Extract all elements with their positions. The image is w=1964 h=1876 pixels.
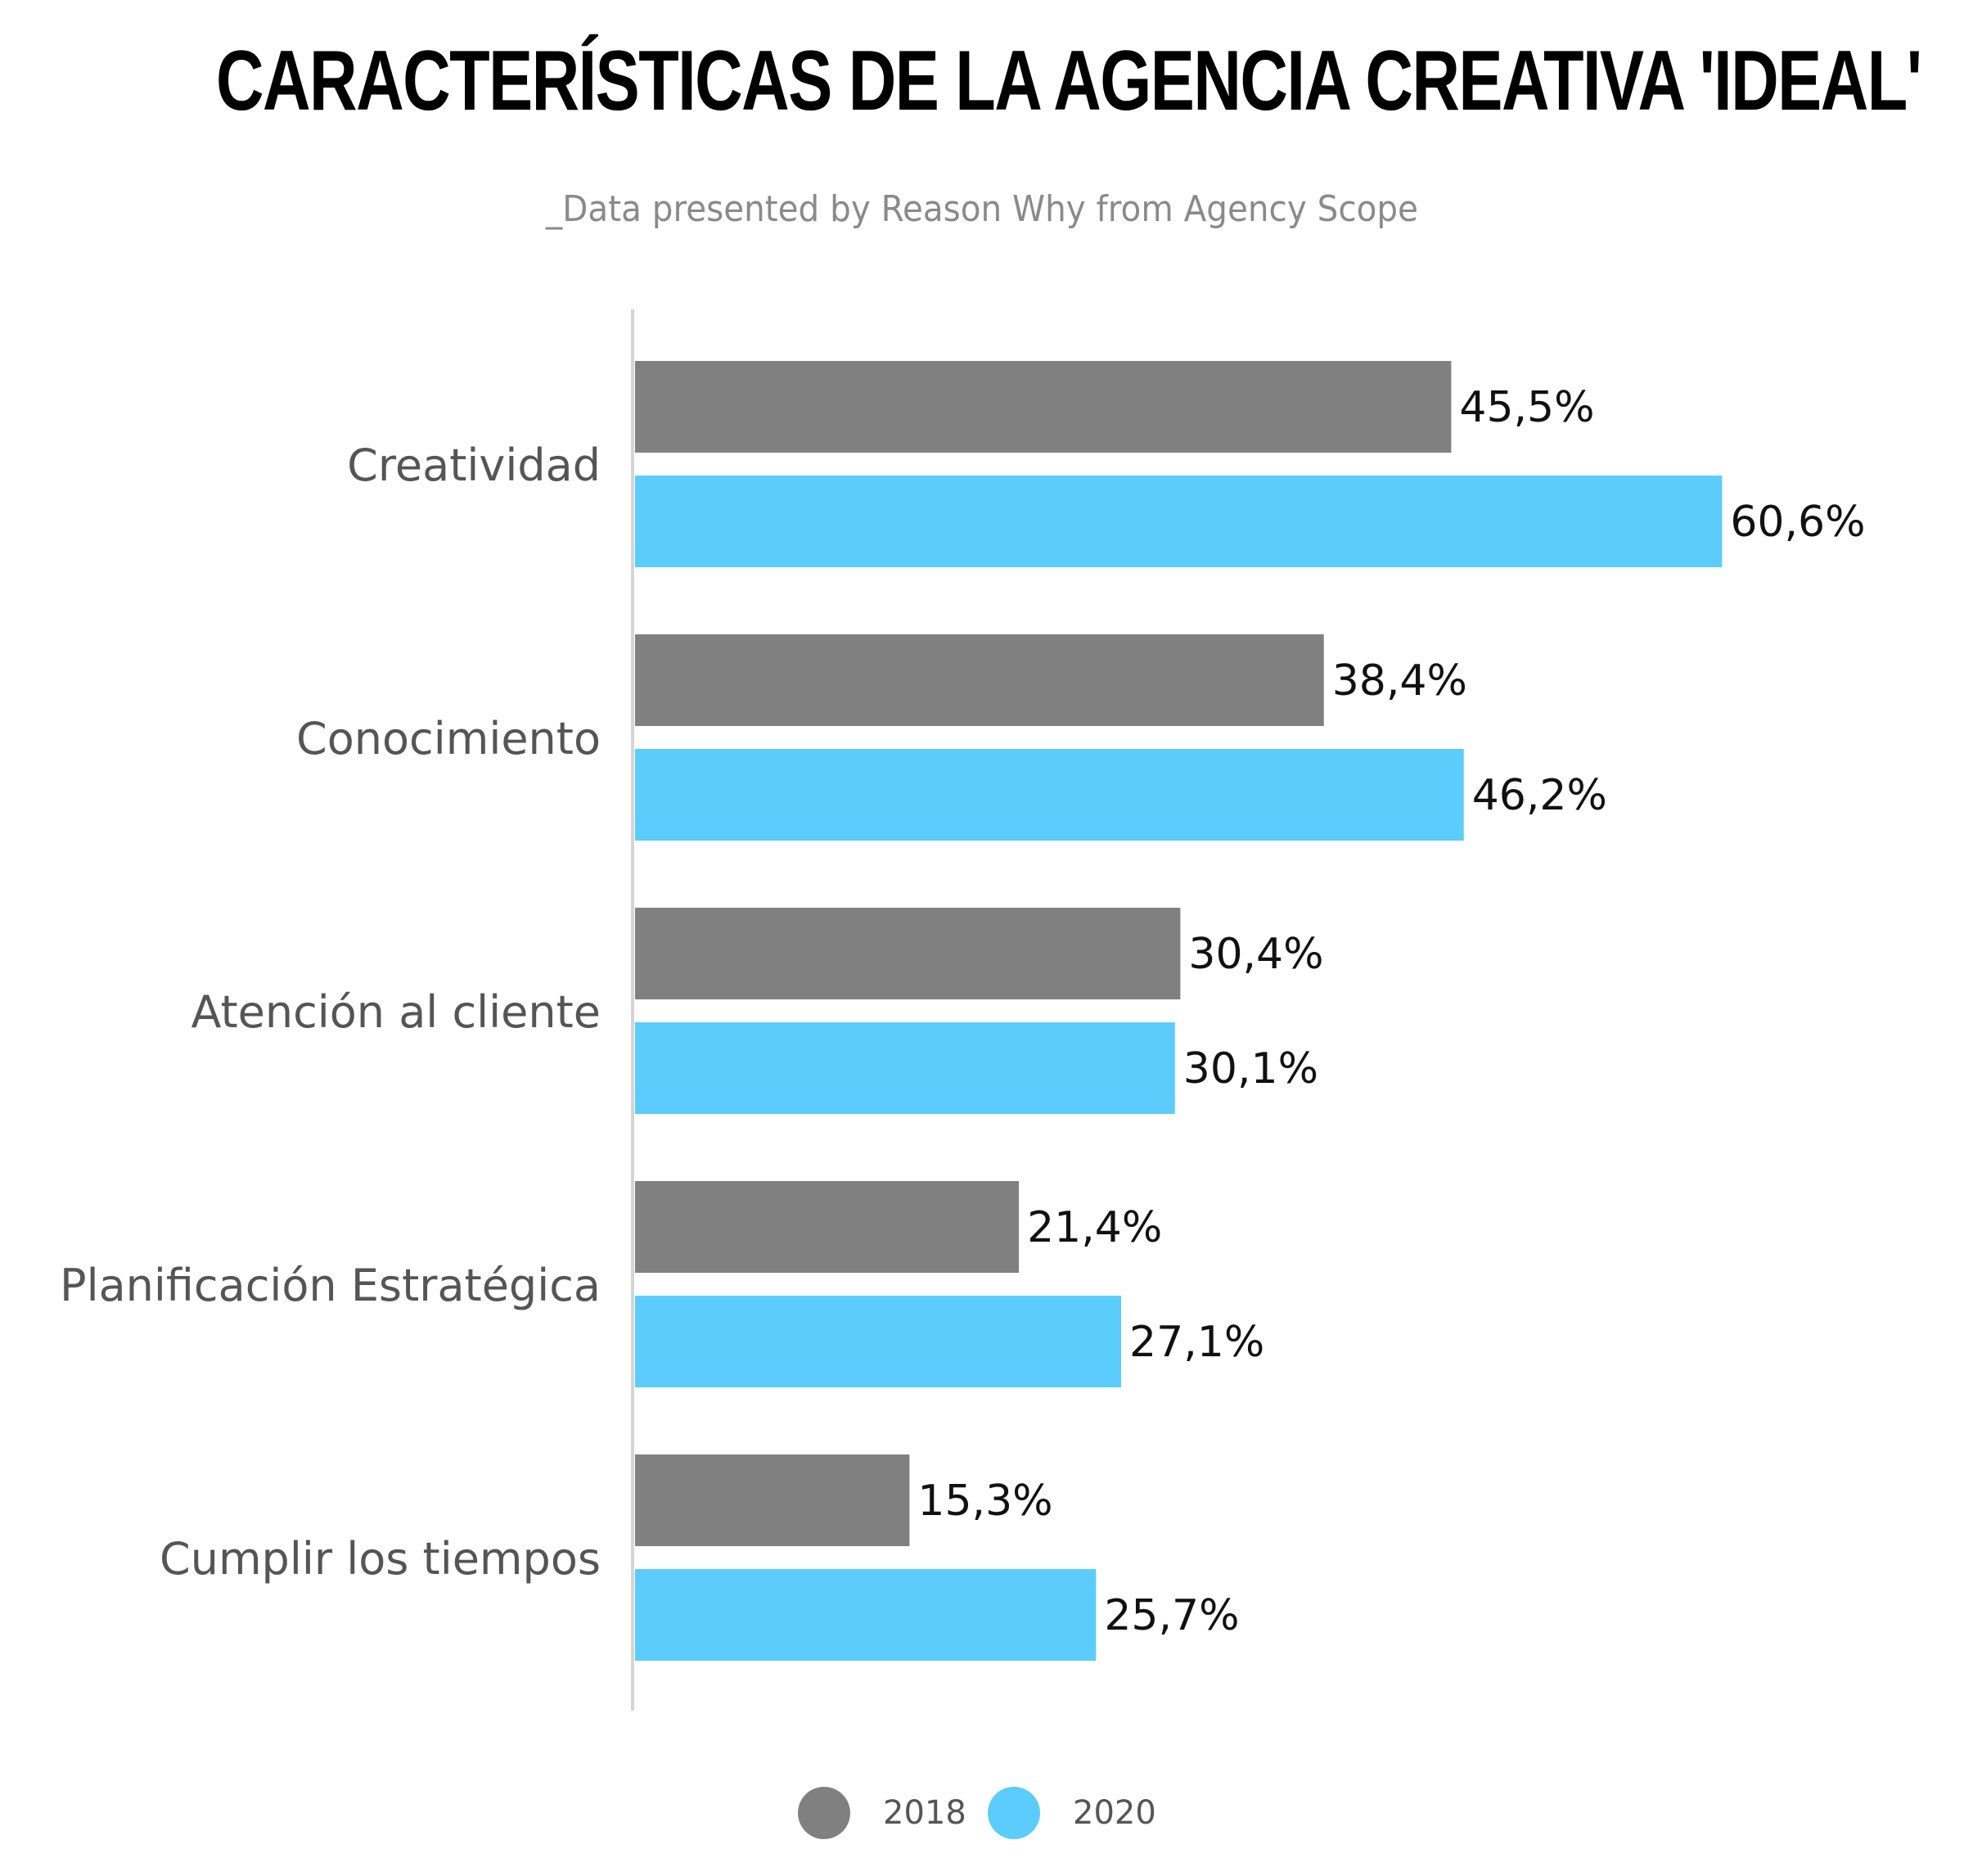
bar-cumplir-los-tiempos-2020 [635, 1569, 1097, 1661]
legend-label-2020: 2020 [1073, 1794, 1156, 1832]
value-label-conocimiento-2018: 38,4% [1332, 656, 1467, 706]
legend-swatch-2020 [988, 1787, 1040, 1839]
bar-creatividad-2018 [635, 361, 1452, 453]
chart-title: CARACTERÍSTICAS DE LA AGENCIA CREATIVA '… [216, 34, 1922, 129]
value-label-conocimiento-2020: 46,2% [1472, 771, 1607, 820]
category-label-atencion-al-cliente: Atención al cliente [191, 986, 601, 1038]
category-label-cumplir-los-tiempos: Cumplir los tiempos [160, 1533, 601, 1585]
value-label-creatividad-2020: 60,6% [1730, 498, 1865, 547]
bar-conocimiento-2020 [635, 749, 1464, 841]
chart-subtitle: _Data presented by Reason Why from Agenc… [546, 188, 1418, 230]
value-label-creatividad-2018: 45,5% [1459, 383, 1594, 432]
legend-item-2018: 2018 [798, 1784, 966, 1842]
value-label-planificacion-estrategica-2018: 21,4% [1027, 1203, 1162, 1252]
category-label-planificacion-estrategica: Planificación Estratégica [60, 1260, 601, 1311]
value-label-cumplir-los-tiempos-2020: 25,7% [1104, 1591, 1239, 1640]
bar-atencion-al-cliente-2018 [635, 908, 1181, 999]
value-label-atencion-al-cliente-2020: 30,1% [1183, 1044, 1318, 1094]
bar-conocimiento-2018 [635, 634, 1324, 726]
value-label-atencion-al-cliente-2018: 30,4% [1188, 930, 1323, 979]
chart-legend: 2018 2020 [0, 1784, 1964, 1842]
bar-planificacion-estrategica-2018 [635, 1181, 1020, 1273]
category-label-creatividad: Creatividad [347, 440, 601, 491]
legend-item-2020: 2020 [988, 1784, 1156, 1842]
bar-creatividad-2020 [635, 476, 1723, 567]
legend-label-2018: 2018 [883, 1794, 966, 1832]
legend-swatch-2018 [798, 1787, 850, 1839]
bar-planificacion-estrategica-2020 [635, 1296, 1122, 1387]
value-label-cumplir-los-tiempos-2018: 15,3% [917, 1477, 1052, 1526]
value-label-planificacion-estrategica-2020: 27,1% [1129, 1318, 1264, 1367]
category-label-conocimiento: Conocimiento [296, 713, 601, 764]
bar-cumplir-los-tiempos-2018 [635, 1454, 910, 1546]
bar-atencion-al-cliente-2020 [635, 1022, 1175, 1114]
